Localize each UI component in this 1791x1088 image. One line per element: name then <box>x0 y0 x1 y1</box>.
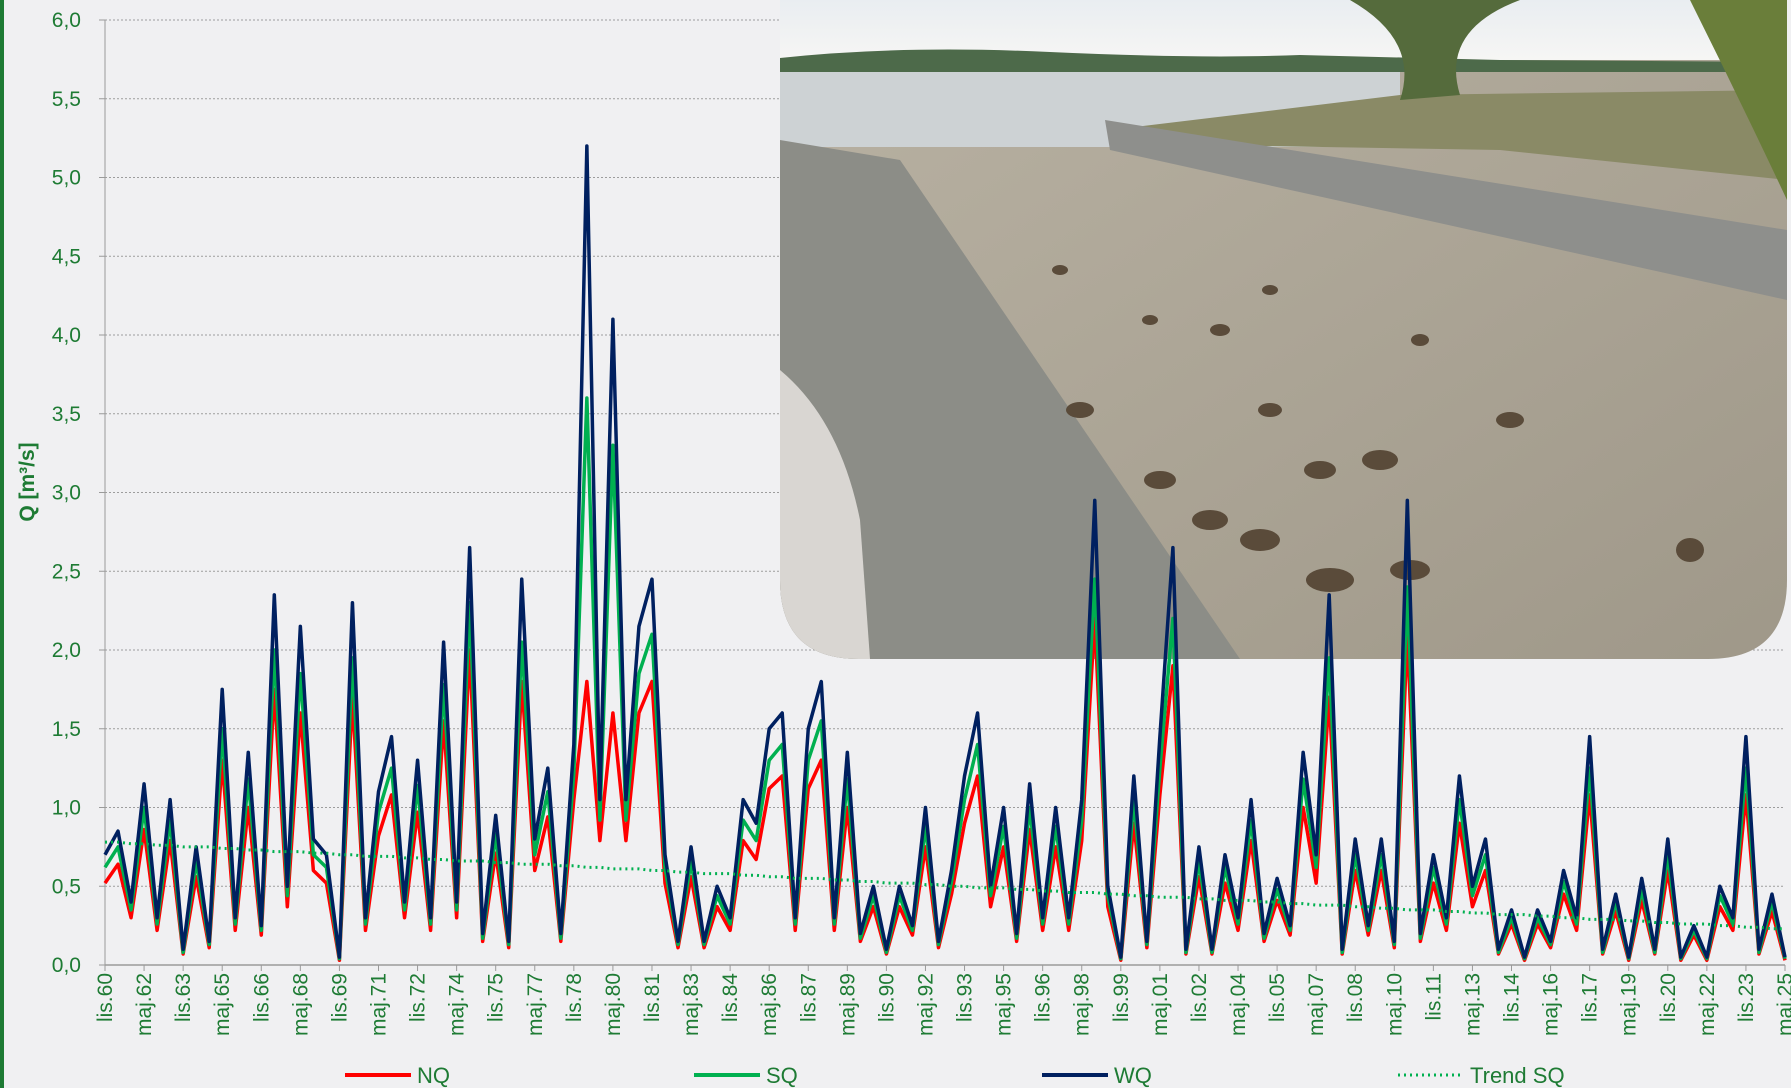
x-tick-label: maj.89 <box>836 973 859 1036</box>
x-tick-label: lis.69 <box>328 973 351 1022</box>
y-tick-label: 1,0 <box>52 797 81 820</box>
y-tick-label: 0,0 <box>52 954 81 977</box>
x-tick-label: lis.60 <box>94 973 117 1022</box>
x-tick-label: maj.92 <box>914 973 937 1036</box>
x-tick-label: maj.19 <box>1618 973 1641 1036</box>
x-tick-label: lis.96 <box>1032 973 1055 1022</box>
legend-label: Trend SQ <box>1470 1063 1565 1088</box>
x-tick-label: maj.74 <box>446 973 469 1036</box>
x-tick-label: maj.86 <box>758 973 781 1036</box>
x-tick-label: maj.25 <box>1774 973 1791 1036</box>
x-tick-label: lis.84 <box>719 973 742 1022</box>
x-tick-label: lis.93 <box>954 973 977 1022</box>
x-tick-label: lis.17 <box>1579 973 1602 1022</box>
x-tick-label: maj.65 <box>211 973 234 1036</box>
x-tick-label: lis.05 <box>1266 973 1289 1022</box>
y-tick-label: 2,0 <box>52 639 81 662</box>
x-tick-label: lis.23 <box>1735 973 1758 1022</box>
x-tick-label: maj.68 <box>289 973 312 1036</box>
x-tick-label: lis.63 <box>172 973 195 1022</box>
x-tick-label: maj.83 <box>680 973 703 1036</box>
x-tick-label: maj.01 <box>1149 973 1172 1036</box>
x-tick-label: maj.98 <box>1071 973 1094 1036</box>
x-tick-label: lis.02 <box>1188 973 1211 1022</box>
x-tick-label: maj.10 <box>1383 973 1406 1036</box>
x-tick-label: maj.22 <box>1696 973 1719 1036</box>
x-tick-label: lis.90 <box>875 973 898 1022</box>
x-tick-label: maj.04 <box>1227 973 1250 1036</box>
photo <box>780 0 1787 659</box>
x-tick-label: lis.14 <box>1501 973 1524 1022</box>
x-tick-label: lis.20 <box>1657 973 1680 1022</box>
x-tick-label: maj.13 <box>1461 973 1484 1036</box>
y-tick-label: 3,0 <box>52 482 81 505</box>
chart: Q [m³/s] 0,0 0,5 1,0 1,5 2,0 2,5 3,0 3,5 4,0 4,5 5… <box>0 0 1791 1088</box>
x-tick-label: lis.72 <box>407 973 430 1022</box>
y-tick-label: 2,5 <box>52 560 81 583</box>
y-axis-label: Q [m³/s] <box>16 442 39 521</box>
y-tick-label: 1,5 <box>52 718 81 741</box>
x-tick-label: lis.75 <box>485 973 508 1022</box>
y-tick-label: 4,5 <box>52 245 81 268</box>
y-tick-label: 5,5 <box>52 88 81 111</box>
x-tick-label: maj.80 <box>602 973 625 1036</box>
x-tick-label: lis.78 <box>563 973 586 1022</box>
x-tick-label: lis.11 <box>1422 973 1445 1020</box>
x-tick-label: maj.95 <box>993 973 1016 1036</box>
x-tick-label: lis.08 <box>1344 973 1367 1022</box>
y-tick-label: 0,5 <box>52 875 81 898</box>
x-tick-label: maj.07 <box>1305 973 1328 1036</box>
legend-label: WQ <box>1114 1063 1152 1088</box>
y-tick-label: 5,0 <box>52 167 81 190</box>
x-tick-label: maj.77 <box>524 973 547 1036</box>
y-tick-label: 6,0 <box>52 9 81 32</box>
x-tick-label: lis.99 <box>1110 973 1133 1022</box>
x-tick-label: lis.81 <box>641 973 664 1022</box>
x-tick-label: lis.66 <box>250 973 273 1022</box>
side-stripe <box>0 0 4 1088</box>
legend-label: NQ <box>417 1063 450 1088</box>
x-tick-label: maj.62 <box>133 973 156 1036</box>
y-tick-label: 4,0 <box>52 324 81 347</box>
y-tick-label: 3,5 <box>52 403 81 426</box>
x-tick-label: lis.87 <box>797 973 820 1022</box>
x-tick-label: maj.16 <box>1540 973 1563 1036</box>
x-tick-label: maj.71 <box>367 973 390 1036</box>
legend-label: SQ <box>766 1063 798 1088</box>
